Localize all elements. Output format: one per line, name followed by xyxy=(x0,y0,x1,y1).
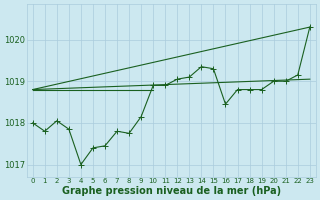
X-axis label: Graphe pression niveau de la mer (hPa): Graphe pression niveau de la mer (hPa) xyxy=(62,186,281,196)
